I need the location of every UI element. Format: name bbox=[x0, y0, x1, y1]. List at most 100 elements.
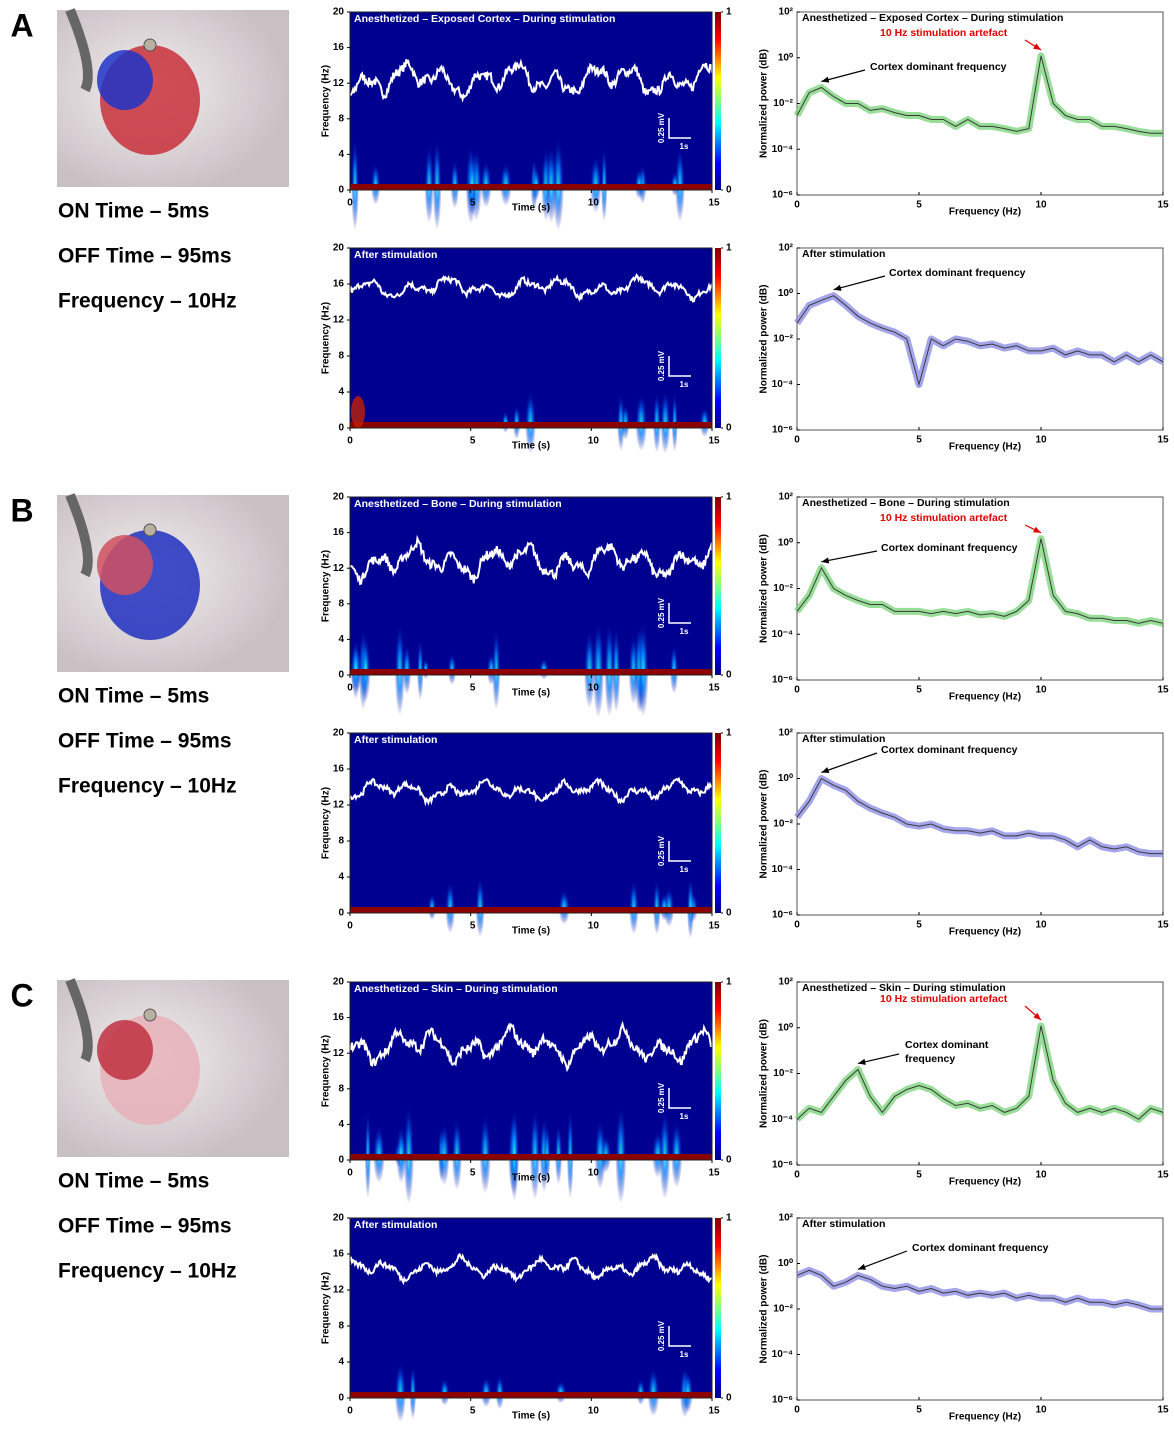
annotation-arrowhead bbox=[858, 1263, 866, 1270]
x-axis-label: Frequency (Hz) bbox=[949, 1177, 1021, 1188]
colorbar-tick-label: 0 bbox=[726, 423, 732, 434]
y-axis-label: Frequency (Hz) bbox=[321, 65, 332, 137]
x-tick-label: 0 bbox=[347, 921, 353, 932]
setting-text: Frequency – 10Hz bbox=[58, 1260, 237, 1283]
colorbar-tick-label: 1 bbox=[726, 492, 732, 503]
spectrogram-frame bbox=[349, 1217, 713, 1399]
psd-line bbox=[796, 55, 1163, 134]
x-tick-label: 0 bbox=[794, 685, 800, 696]
spectrogram-frame bbox=[349, 732, 713, 914]
annotation-arrowhead bbox=[1033, 526, 1041, 533]
scale-bar-label: 0.25 mV bbox=[657, 112, 666, 143]
x-tick-label: 10 bbox=[1035, 1170, 1047, 1181]
y-axis-label: Frequency (Hz) bbox=[321, 1035, 332, 1107]
scale-bar bbox=[668, 356, 691, 377]
plot-frame bbox=[796, 496, 1164, 681]
spectrogram-baseband bbox=[350, 907, 712, 913]
x-axis-label: Time (s) bbox=[512, 926, 550, 937]
y-tick-label: 12 bbox=[333, 1048, 345, 1059]
scale-bar-label: 0.25 mV bbox=[657, 350, 666, 381]
panel-letter: C bbox=[10, 977, 33, 1013]
y-tick-label: 10⁰ bbox=[778, 537, 793, 548]
x-tick-label: 10 bbox=[588, 683, 600, 694]
eeg-trace bbox=[349, 1252, 713, 1286]
annotation: 10 Hz stimulation artefact bbox=[880, 993, 1008, 1005]
colorbar-tick-label: 0 bbox=[726, 1155, 732, 1166]
x-tick-label: 15 bbox=[1157, 435, 1169, 446]
y-tick-label: 20 bbox=[333, 977, 345, 988]
annotation: Cortex dominant frequency bbox=[881, 744, 1018, 756]
x-tick-label: 5 bbox=[916, 1405, 922, 1416]
y-tick-label: 4 bbox=[338, 149, 344, 160]
y-tick-label: 0 bbox=[338, 908, 344, 919]
setting-text: ON Time – 5ms bbox=[58, 200, 209, 223]
eeg-trace bbox=[349, 272, 713, 303]
x-axis-label: Time (s) bbox=[512, 441, 550, 452]
scale-bar-label: 1s bbox=[680, 1112, 689, 1121]
x-tick-label: 5 bbox=[916, 685, 922, 696]
photo-clamp bbox=[65, 978, 93, 1063]
y-tick-label: 20 bbox=[333, 243, 345, 254]
x-tick-label: 10 bbox=[588, 921, 600, 932]
colorbar bbox=[715, 12, 721, 190]
y-axis-label: Frequency (Hz) bbox=[321, 550, 332, 622]
annotation: Cortex dominant frequency bbox=[870, 61, 1007, 73]
x-tick-label: 0 bbox=[347, 198, 353, 209]
x-tick-label: 15 bbox=[1157, 1170, 1169, 1181]
x-tick-label: 5 bbox=[470, 1406, 476, 1417]
y-tick-label: 16 bbox=[333, 1249, 345, 1260]
y-tick-label: 4 bbox=[338, 1119, 344, 1130]
setting-text: Frequency – 10Hz bbox=[58, 290, 237, 313]
annotation-arrow bbox=[821, 550, 878, 563]
spectrogram-bg bbox=[350, 733, 712, 913]
y-axis-label: Normalized power (dB) bbox=[759, 1019, 770, 1128]
x-tick-label: 15 bbox=[708, 683, 720, 694]
x-tick-label: 0 bbox=[347, 1168, 353, 1179]
y-tick-label: 16 bbox=[333, 1012, 345, 1023]
setting-text: ON Time – 5ms bbox=[58, 1170, 209, 1193]
photo-clamp bbox=[65, 8, 93, 93]
y-tick-label: 12 bbox=[333, 78, 345, 89]
x-tick-label: 5 bbox=[916, 435, 922, 446]
annotation: Cortex dominant bbox=[905, 1039, 989, 1051]
x-axis-label: Frequency (Hz) bbox=[949, 1412, 1021, 1423]
spectrogram-title: After stimulation bbox=[354, 1219, 437, 1231]
y-axis-label: Frequency (Hz) bbox=[321, 1272, 332, 1344]
x-tick-label: 15 bbox=[708, 198, 720, 209]
panel-letter: B bbox=[10, 492, 33, 528]
x-axis-label: Time (s) bbox=[512, 1411, 550, 1422]
photo-implant bbox=[97, 50, 153, 110]
x-tick-label: 5 bbox=[470, 198, 476, 209]
y-tick-label: 0 bbox=[338, 670, 344, 681]
spectrogram-bg bbox=[350, 12, 712, 190]
annotation-arrow bbox=[821, 752, 878, 774]
psd-line bbox=[796, 1269, 1163, 1310]
y-tick-label: 0 bbox=[338, 1155, 344, 1166]
annotation: Cortex dominant frequency bbox=[889, 267, 1026, 279]
x-axis-label: Frequency (Hz) bbox=[949, 442, 1021, 453]
scale-bar-label: 0.25 mV bbox=[657, 1082, 666, 1113]
y-tick-label: 16 bbox=[333, 279, 345, 290]
y-tick-label: 10⁻⁶ bbox=[772, 425, 793, 436]
y-tick-label: 20 bbox=[333, 7, 345, 18]
x-tick-label: 10 bbox=[588, 1168, 600, 1179]
plot-title: Anesthetized – Exposed Cortex – During s… bbox=[802, 12, 1063, 24]
colorbar bbox=[715, 248, 721, 428]
colorbar-tick-label: 0 bbox=[726, 908, 732, 919]
x-tick-label: 0 bbox=[794, 1170, 800, 1181]
y-tick-label: 8 bbox=[338, 1321, 344, 1332]
scale-bar-label: 1s bbox=[680, 865, 689, 874]
y-tick-label: 16 bbox=[333, 764, 345, 775]
y-tick-label: 10⁻² bbox=[773, 98, 793, 109]
x-tick-label: 10 bbox=[588, 1406, 600, 1417]
x-axis-label: Time (s) bbox=[512, 203, 550, 214]
photo bbox=[57, 8, 289, 187]
annotation-arrowhead bbox=[1033, 43, 1041, 50]
y-tick-label: 0 bbox=[338, 1393, 344, 1404]
y-axis-label: Normalized power (dB) bbox=[759, 49, 770, 158]
y-tick-label: 20 bbox=[333, 492, 345, 503]
y-tick-label: 10⁻² bbox=[773, 1304, 793, 1315]
x-axis-label: Frequency (Hz) bbox=[949, 207, 1021, 218]
spectrogram-bg bbox=[350, 1218, 712, 1398]
